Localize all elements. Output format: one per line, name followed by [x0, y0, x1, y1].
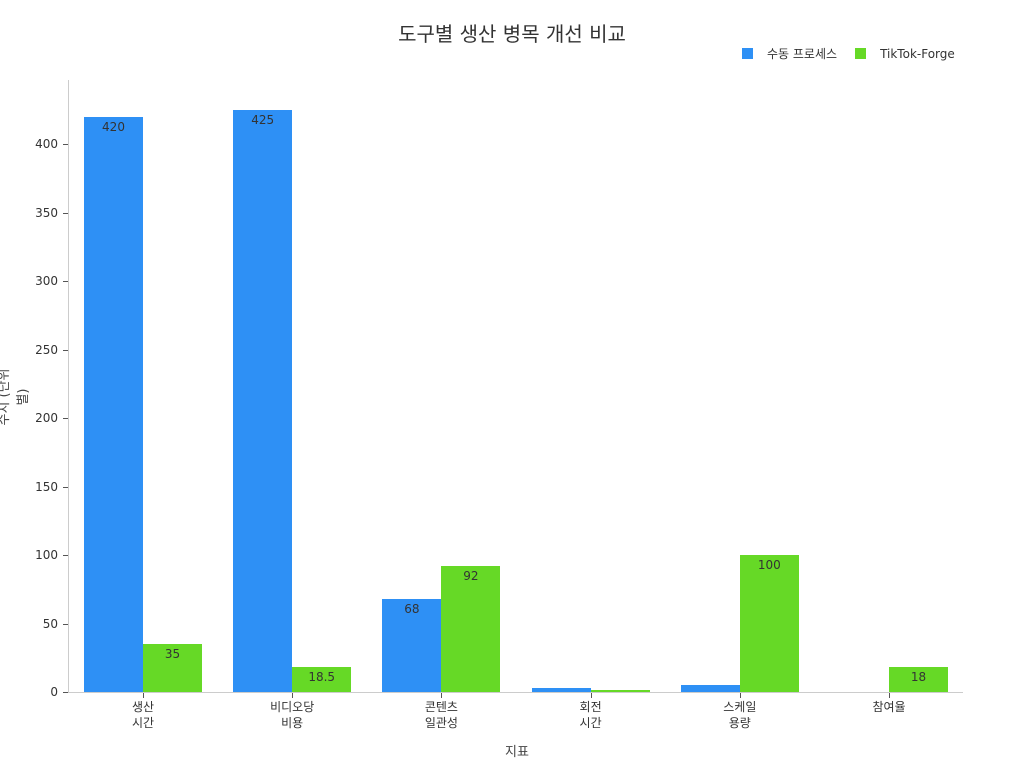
y-tick-mark — [63, 212, 68, 214]
y-tick: 150 — [0, 480, 68, 501]
y-tick: 350 — [0, 206, 68, 227]
bar-forge[interactable] — [590, 689, 650, 692]
legend: 수동 프로세스 TikTok-Forge — [742, 45, 973, 62]
legend-swatch-manual — [742, 48, 753, 59]
y-tick: 50 — [0, 617, 68, 638]
y-tick: 300 — [0, 274, 68, 295]
bar-manual[interactable] — [382, 598, 442, 692]
bar-manual[interactable] — [84, 116, 143, 692]
bar-manual[interactable] — [680, 685, 740, 692]
y-tick-mark — [63, 555, 68, 556]
y-tick-mark — [63, 418, 68, 419]
y-tick-mark — [63, 144, 68, 145]
bar-forge[interactable] — [739, 555, 799, 692]
y-tick-mark — [63, 349, 68, 351]
y-tick-label: 200 — [35, 411, 58, 425]
x-axis-line — [68, 692, 963, 693]
y-tick-label: 150 — [35, 479, 58, 494]
bar-value-label: 18.5 — [308, 669, 336, 684]
x-tick-label: 생산 시간 — [131, 700, 155, 730]
bar-value-label: 68 — [404, 601, 420, 616]
x-tick-label: 회전 시간 — [579, 700, 602, 730]
y-tick-label: 50 — [42, 616, 58, 631]
bar-value-label: 100 — [757, 558, 781, 572]
legend-item-forge[interactable]: TikTok-Forge — [855, 47, 955, 61]
bar-forge[interactable] — [143, 644, 202, 692]
y-tick-label: 100 — [35, 548, 58, 562]
bar-forge[interactable] — [889, 667, 948, 692]
chart-title: 도구별 생산 병목 개선 비교 — [398, 22, 626, 46]
bar-manual[interactable] — [233, 109, 293, 692]
bar-value-label: 425 — [251, 112, 275, 127]
y-tick-label: 350 — [35, 205, 58, 220]
y-axis-line — [68, 80, 69, 693]
y-tick: 250 — [0, 343, 68, 364]
y-tick: 200 — [0, 411, 68, 432]
y-tick: 100 — [0, 548, 68, 569]
x-tick-label: 참여율 — [872, 700, 906, 714]
x-tick-label: 스케일 용량 — [723, 700, 757, 730]
bar-value-label: 18 — [910, 670, 927, 685]
bar-forge[interactable] — [292, 666, 352, 692]
legend-label-forge: TikTok-Forge — [880, 46, 955, 61]
legend-item-manual[interactable]: 수동 프로세스 — [742, 45, 837, 62]
x-tick-mark — [590, 693, 592, 698]
x-tick-mark — [441, 693, 443, 698]
y-tick-mark — [63, 623, 68, 625]
legend-swatch-forge — [855, 48, 867, 59]
x-tick-label: 콘텐츠 일관성 — [424, 700, 458, 730]
bar-value-label: 420 — [102, 119, 125, 134]
y-tick-mark — [63, 692, 68, 693]
y-tick: 0 — [0, 685, 68, 706]
y-tick-mark — [63, 486, 68, 488]
x-tick-mark — [739, 693, 741, 698]
x-axis-title: 지표 — [505, 745, 529, 760]
legend-label-manual: 수동 프로세스 — [767, 47, 838, 61]
x-tick-mark — [143, 693, 144, 698]
bar-value-label: 92 — [463, 568, 479, 583]
x-tick-mark — [889, 693, 890, 698]
y-tick-label: 250 — [35, 342, 58, 357]
bar-forge[interactable] — [441, 565, 501, 692]
y-tick-label: 300 — [35, 274, 58, 288]
y-tick-mark — [63, 281, 68, 282]
x-tick-label: 비디오당 비용 — [270, 700, 315, 730]
y-tick-label: 0 — [50, 685, 58, 699]
y-tick-label: 400 — [35, 137, 58, 151]
y-axis-title: 수치 (단위별) — [0, 368, 31, 426]
bar-manual[interactable] — [531, 687, 591, 692]
y-tick: 400 — [0, 137, 68, 158]
bar-value-label: 35 — [164, 647, 181, 662]
x-tick-mark — [292, 693, 294, 698]
